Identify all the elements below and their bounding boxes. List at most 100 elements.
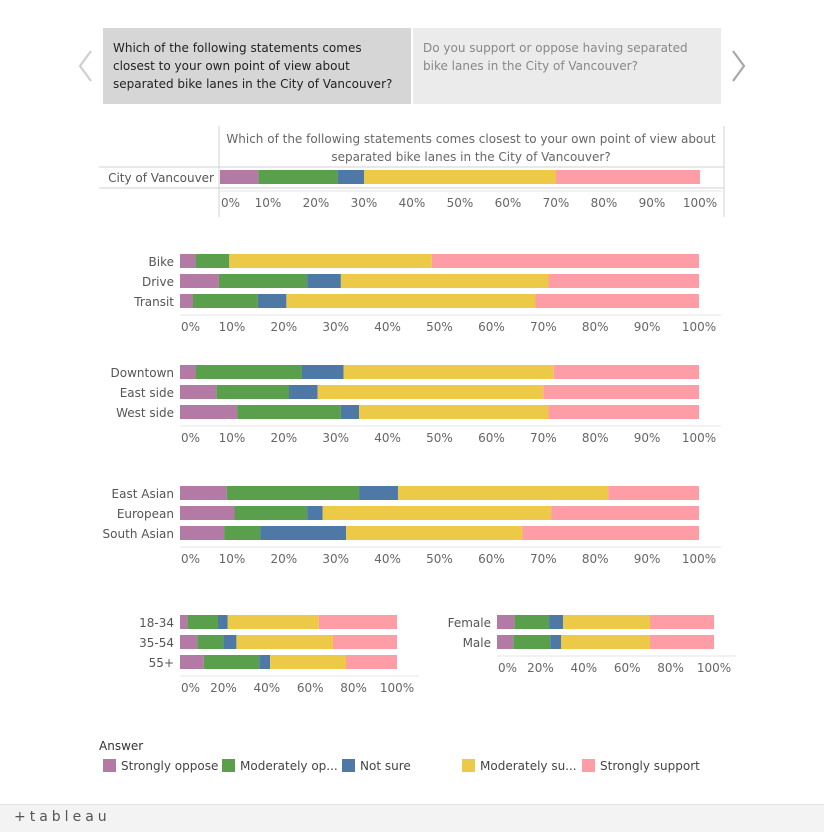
bar-european-moderately-oppose[interactable] [234,506,308,520]
tick-label: 60% [478,552,505,566]
footer-bar: +tableau [0,804,824,832]
tick-label: 70% [530,431,557,445]
bar-55-strongly-oppose[interactable] [180,655,204,669]
bar-downtown-moderately-oppose[interactable] [195,365,302,379]
bar-male-strongly-support[interactable] [649,635,715,649]
bar-south-asian-not-sure[interactable] [260,526,347,540]
bar-55-not-sure[interactable] [259,655,271,669]
legend-item-strongly-oppose[interactable]: Strongly oppose [103,759,218,773]
bar-south-asian-moderately-oppose[interactable] [224,526,261,540]
legend-item-moderately-oppose[interactable]: Moderately op... [222,759,338,773]
panel-city: City of Vancouver 0% 10% 20% 30% 40% 50% 60% 70%… [108,170,722,210]
bar-35-54-moderately-support[interactable] [236,635,333,649]
tick-label: 0% [181,320,200,334]
bar-city-of-vancouver-moderately-support[interactable] [364,170,556,184]
bar-downtown-strongly-support[interactable] [553,365,699,379]
tick-label: 40% [374,552,401,566]
chart-title-line-1: Which of the following statements comes … [226,132,715,146]
bar-female-strongly-support[interactable] [649,615,715,629]
bar-male-moderately-oppose[interactable] [513,635,551,649]
bar-female-not-sure[interactable] [549,615,564,629]
bar-bike-moderately-support[interactable] [229,254,432,268]
bar-18-34-moderately-support[interactable] [227,615,319,629]
nav-next-arrow[interactable] [728,48,748,84]
legend-item-moderately-support[interactable]: Moderately su... [462,759,577,773]
bar-south-asian-strongly-support[interactable] [522,526,699,540]
bar-east-side-moderately-support[interactable] [317,385,544,399]
bar-east-side-strongly-support[interactable] [543,385,699,399]
bar-south-asian-moderately-support[interactable] [346,526,523,540]
bar-west-side-moderately-support[interactable] [359,405,549,419]
bar-city-of-vancouver-strongly-support[interactable] [556,170,700,184]
row-label-drive: Drive [142,275,174,289]
nav-prev-arrow[interactable] [76,48,96,84]
bar-transit-strongly-oppose[interactable] [180,294,193,308]
bar-european-moderately-support[interactable] [322,506,552,520]
bar-35-54-strongly-support[interactable] [332,635,398,649]
bar-35-54-moderately-oppose[interactable] [197,635,224,649]
row-label-east-side: East side [120,386,174,400]
bar-female-strongly-oppose[interactable] [497,615,515,629]
bar-south-asian-strongly-oppose[interactable] [180,526,225,540]
bar-18-34-moderately-oppose[interactable] [187,615,218,629]
bar-east-asian-strongly-support[interactable] [608,486,699,500]
bar-female-moderately-support[interactable] [563,615,650,629]
bar-18-34-not-sure[interactable] [217,615,228,629]
bar-35-54-strongly-oppose[interactable] [180,635,198,649]
bar-bike-strongly-support[interactable] [431,254,700,268]
story-tab-support-oppose[interactable]: Do you support or oppose having separate… [413,28,721,104]
bar-drive-moderately-oppose[interactable] [218,274,308,288]
tick-label: 30% [322,552,349,566]
legend-item-not-sure[interactable]: Not sure [342,759,411,773]
bar-downtown-moderately-support[interactable] [343,365,554,379]
bar-male-not-sure[interactable] [550,635,562,649]
row-label-18-34: 18-34 [139,616,174,630]
bar-city-of-vancouver-not-sure[interactable] [337,170,364,184]
bar-male-moderately-support[interactable] [561,635,650,649]
bar-male-strongly-oppose[interactable] [497,635,514,649]
bar-west-side-strongly-oppose[interactable] [180,405,238,419]
bar-transit-moderately-oppose[interactable] [192,294,258,308]
bar-east-asian-moderately-support[interactable] [397,486,609,500]
bar-transit-strongly-support[interactable] [535,294,700,308]
bar-downtown-not-sure[interactable] [301,365,344,379]
bar-55-moderately-support[interactable] [270,655,347,669]
bar-west-side-strongly-support[interactable] [548,405,699,419]
tick-label: 0% [181,431,200,445]
bar-east-side-moderately-oppose[interactable] [216,385,289,399]
bar-transit-not-sure[interactable] [257,294,287,308]
bar-55-strongly-support[interactable] [346,655,397,669]
bar-18-34-strongly-support[interactable] [318,615,397,629]
story-tab-bike-lane-view[interactable]: Which of the following statements comes … [103,28,411,104]
tick-label: 30% [322,320,349,334]
bar-west-side-not-sure[interactable] [340,405,360,419]
bar-city-of-vancouver-moderately-oppose[interactable] [258,170,338,184]
bar-transit-moderately-support[interactable] [286,294,536,308]
bar-bike-strongly-oppose[interactable] [180,254,196,268]
legend-item-strongly-support[interactable]: Strongly support [582,759,700,773]
row-label-35-54: 35-54 [139,636,174,650]
bar-european-strongly-oppose[interactable] [180,506,235,520]
bar-drive-moderately-support[interactable] [340,274,549,288]
bar-55-moderately-oppose[interactable] [203,655,260,669]
bar-drive-not-sure[interactable] [307,274,341,288]
bar-east-asian-not-sure[interactable] [359,486,398,500]
bar-18-34-strongly-oppose[interactable] [180,615,188,629]
tick-label: 70% [530,552,557,566]
bar-city-of-vancouver-strongly-oppose[interactable] [220,170,259,184]
bar-downtown-strongly-oppose[interactable] [180,365,196,379]
bar-east-side-not-sure[interactable] [288,385,318,399]
bar-drive-strongly-oppose[interactable] [180,274,219,288]
bar-bike-moderately-oppose[interactable] [195,254,230,268]
bar-female-moderately-oppose[interactable] [514,615,550,629]
bar-european-strongly-support[interactable] [551,506,699,520]
bar-west-side-moderately-oppose[interactable] [237,405,341,419]
tableau-logo[interactable]: +tableau [14,809,111,825]
tick-label: 100% [683,196,717,210]
bar-drive-strongly-support[interactable] [548,274,699,288]
bar-east-side-strongly-oppose[interactable] [180,385,217,399]
bar-east-asian-moderately-oppose[interactable] [226,486,360,500]
bar-35-54-not-sure[interactable] [223,635,237,649]
bar-european-not-sure[interactable] [307,506,323,520]
bar-east-asian-strongly-oppose[interactable] [180,486,227,500]
